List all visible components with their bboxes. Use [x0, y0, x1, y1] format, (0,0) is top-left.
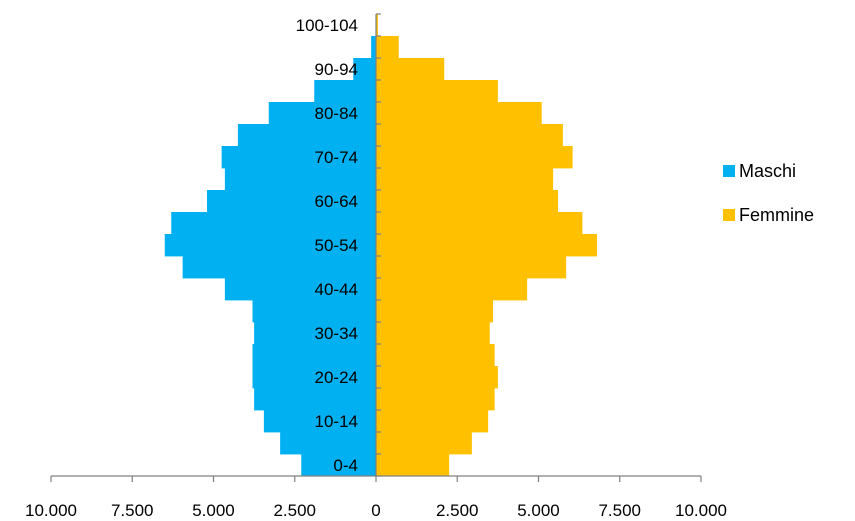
femmine-bar-95-99 [376, 36, 399, 58]
legend-swatch-maschi [723, 165, 735, 177]
femmine-bar-20-24 [376, 366, 498, 388]
y-tick-label: 90-94 [315, 60, 358, 79]
femmine-bar-5-9 [376, 432, 472, 454]
x-axis-ticks [51, 476, 701, 482]
femmine-bars [376, 14, 597, 476]
y-tick-label: 50-54 [315, 236, 358, 255]
y-tick-label: 40-44 [315, 280, 358, 299]
femmine-bar-70-74 [376, 146, 573, 168]
y-tick-label: 10-14 [315, 412, 358, 431]
maschi-bar-25-29 [253, 344, 377, 366]
femmine-bar-30-34 [376, 322, 490, 344]
femmine-bar-40-44 [376, 278, 527, 300]
femmine-bar-85-89 [376, 80, 498, 102]
x-tick-label: 5.000 [192, 501, 235, 520]
x-tick-label: 2.500 [273, 501, 316, 520]
maschi-bar-15-19 [254, 388, 376, 410]
femmine-bar-80-84 [376, 102, 542, 124]
femmine-bar-25-29 [376, 344, 495, 366]
x-tick-label: 2.500 [436, 501, 479, 520]
y-tick-label: 20-24 [315, 368, 358, 387]
x-tick-label: 7.500 [598, 501, 641, 520]
maschi-bar-45-49 [183, 256, 376, 278]
legend-label-femmine: Femmine [739, 205, 814, 225]
legend-label-maschi: Maschi [739, 161, 796, 181]
maschi-bar-55-59 [171, 212, 376, 234]
maschi-bar-85-89 [314, 80, 376, 102]
femmine-bar-35-39 [376, 300, 493, 322]
x-axis-tick-labels: 10.000 7.500 5.000 2.500 0 2.500 5.000 7.500 10.… [25, 501, 727, 520]
y-tick-label: 60-64 [315, 192, 358, 211]
femmine-bar-55-59 [376, 212, 582, 234]
maschi-bar-35-39 [253, 300, 377, 322]
femmine-bar-50-54 [376, 234, 597, 256]
maschi-bar-65-69 [225, 168, 376, 190]
y-tick-label: 80-84 [315, 104, 358, 123]
x-tick-label: 5.000 [517, 501, 560, 520]
y-tick-label: 30-34 [315, 324, 358, 343]
y-tick-label: 100-104 [296, 16, 358, 35]
maschi-bar-75-79 [238, 124, 376, 146]
femmine-bar-75-79 [376, 124, 563, 146]
y-tick-label: 70-74 [315, 148, 358, 167]
femmine-bar-15-19 [376, 388, 495, 410]
femmine-bar-45-49 [376, 256, 566, 278]
femmine-bar-90-94 [376, 58, 444, 80]
legend: Maschi Femmine [723, 161, 814, 225]
femmine-bar-65-69 [376, 168, 553, 190]
x-tick-label: 10.000 [25, 501, 77, 520]
x-tick-label: 7.500 [111, 501, 154, 520]
x-tick-label: 0 [371, 501, 380, 520]
femmine-bar-60-64 [376, 190, 558, 212]
legend-swatch-femmine [723, 209, 735, 221]
maschi-bar-95-99 [371, 36, 376, 58]
maschi-bar-5-9 [280, 432, 376, 454]
femmine-bar-10-14 [376, 410, 488, 432]
y-tick-label: 0-4 [333, 456, 358, 475]
femmine-bar-0-4 [376, 454, 449, 476]
x-tick-label: 10.000 [675, 501, 727, 520]
